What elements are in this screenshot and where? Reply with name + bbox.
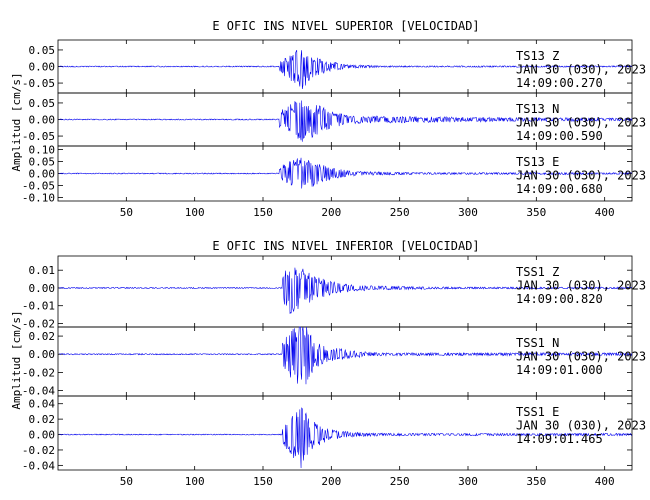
date-label: JAN 30 (030), 2023	[516, 116, 646, 130]
y-tick-label: -0.04	[22, 385, 55, 398]
x-tick-label: 150	[253, 206, 273, 219]
station-component-label: TSS1 Z	[516, 265, 559, 279]
x-tick-label: 250	[390, 475, 410, 488]
y-tick-label: -0.05	[22, 77, 55, 90]
y-tick-label: -0.10	[22, 191, 55, 204]
y-tick-label: -0.02	[22, 444, 55, 457]
panel-frame	[57, 395, 633, 471]
lower-x-axis: 50 100 150 200 250 300 350 400	[120, 475, 615, 488]
y-tick-label: 0.02	[29, 413, 56, 426]
y-tick-label: 0.01	[29, 264, 56, 277]
station-component-label: TSS1 N	[516, 336, 559, 350]
waveform-trace	[59, 267, 633, 314]
y-tick-label: 0.00	[29, 168, 56, 181]
upper-chart: E OFIC INS NIVEL SUPERIOR [VELOCIDAD] Am…	[10, 19, 646, 219]
station-component-label: TS13 N	[516, 102, 559, 116]
station-component-label: TSS1 E	[516, 405, 559, 419]
y-tick-label: -0.01	[22, 300, 55, 313]
date-label: JAN 30 (030), 2023	[516, 419, 646, 433]
date-label: JAN 30 (030), 2023	[516, 279, 646, 293]
upper-x-axis: 50 100 150 200 250 300 350 400	[120, 206, 615, 219]
waveform-trace	[59, 407, 633, 469]
x-tick-label: 350	[526, 475, 546, 488]
x-tick-label: 400	[595, 475, 615, 488]
time-label: 14:09:01.465	[516, 432, 603, 446]
x-tick-label: 50	[120, 206, 133, 219]
lower-chart: E OFIC INS NIVEL INFERIOR [VELOCIDAD] Am…	[10, 239, 646, 488]
date-label: JAN 30 (030), 2023	[516, 63, 646, 77]
waveform-trace	[59, 326, 633, 385]
x-tick-label: 150	[253, 475, 273, 488]
x-tick-label: 100	[185, 475, 205, 488]
y-tick-label: 0.00	[29, 282, 56, 295]
date-label: JAN 30 (030), 2023	[516, 169, 646, 183]
time-label: 14:09:00.590	[516, 129, 603, 143]
time-label: 14:09:00.820	[516, 292, 603, 306]
time-label: 14:09:00.270	[516, 76, 603, 90]
station-component-label: TS13 E	[516, 155, 559, 169]
x-tick-label: 100	[185, 206, 205, 219]
station-component-label: TS13 Z	[516, 49, 559, 63]
y-tick-label: 0.02	[29, 330, 56, 343]
time-label: 14:09:01.000	[516, 363, 603, 377]
time-label: 14:09:00.680	[516, 182, 603, 196]
upper-chart-title: E OFIC INS NIVEL SUPERIOR [VELOCIDAD]	[212, 19, 479, 33]
x-tick-label: 250	[390, 206, 410, 219]
y-tick-label: 0.00	[29, 429, 56, 442]
waveform-trace	[59, 50, 632, 90]
x-tick-label: 200	[321, 475, 341, 488]
y-tick-label: 0.10	[29, 144, 56, 157]
y-tick-label: -0.02	[22, 317, 55, 330]
y-tick-label: 0.04	[29, 398, 56, 411]
upper-y-axis-label: Amplitud [cm/s]	[10, 72, 23, 171]
y-tick-label: 0.05	[29, 156, 56, 169]
y-tick-label: 0.05	[29, 97, 56, 110]
lower-chart-title: E OFIC INS NIVEL INFERIOR [VELOCIDAD]	[212, 239, 479, 253]
x-tick-label: 400	[595, 206, 615, 219]
y-tick-label: -0.04	[22, 459, 55, 472]
y-tick-label: 0.00	[29, 61, 56, 74]
y-tick-label: -0.02	[22, 366, 55, 379]
x-tick-label: 200	[321, 206, 341, 219]
lower-y-axis-label: Amplitud [cm/s]	[10, 310, 23, 409]
y-tick-label: -0.05	[22, 179, 55, 192]
x-tick-label: 350	[526, 206, 546, 219]
x-tick-label: 300	[458, 206, 478, 219]
x-tick-label: 300	[458, 475, 478, 488]
y-tick-label: 0.00	[29, 114, 56, 127]
waveform-trace	[59, 157, 633, 189]
y-tick-label: 0.05	[29, 44, 56, 57]
y-tick-label: -0.05	[22, 130, 55, 143]
x-tick-label: 50	[120, 475, 133, 488]
y-tick-label: 0.00	[29, 348, 56, 361]
date-label: JAN 30 (030), 2023	[516, 350, 646, 364]
waveform-trace	[59, 100, 633, 142]
